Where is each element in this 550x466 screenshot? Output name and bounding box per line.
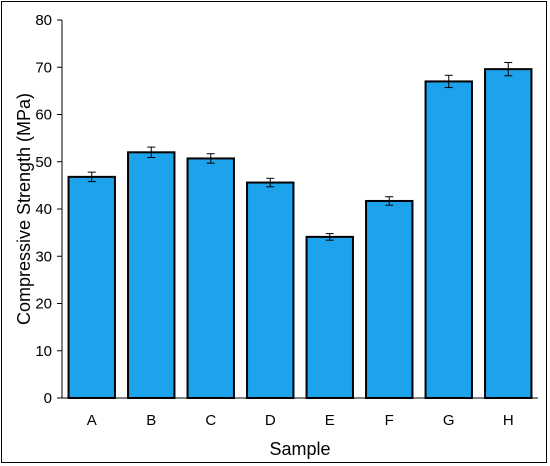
bars-group [67, 68, 533, 400]
error-bars-group [87, 62, 513, 241]
x-tick-label-h: H [503, 412, 514, 429]
x-tick-label-g: G [443, 412, 455, 429]
x-tick-label-a: A [87, 412, 97, 429]
y-axis-title: Compressive Strength (MPa) [14, 93, 34, 325]
error-bar-f [385, 196, 394, 206]
x-tick-label-e: E [325, 412, 335, 429]
error-bar-g [444, 74, 453, 89]
bar-h [484, 68, 533, 399]
y-tick-label: 70 [35, 59, 52, 76]
y-tick-labels: 0 10 20 30 40 50 60 70 80 [35, 12, 62, 407]
error-bar-h [504, 62, 513, 77]
y-tick-label: 30 [35, 248, 52, 265]
x-tick-label-c: C [205, 412, 216, 429]
error-bar-b [147, 146, 156, 158]
bar-g [424, 80, 473, 400]
error-bar-c [206, 153, 215, 164]
y-tick-label: 60 [35, 107, 52, 124]
bar-b [127, 151, 176, 399]
x-tick-labels: A B C D E F G H [87, 412, 514, 429]
y-tick-label: 40 [35, 201, 52, 218]
y-tick-label: 80 [35, 12, 52, 29]
error-bar-a [87, 171, 96, 183]
error-bar-e [325, 233, 334, 241]
x-tick-label-d: D [265, 412, 276, 429]
y-tick-label: 10 [35, 343, 52, 360]
bar-d [246, 181, 295, 399]
y-tick-label: 20 [35, 296, 52, 313]
bar-e [305, 235, 354, 399]
bar-a [67, 175, 116, 399]
x-axis-title: Sample [269, 439, 330, 459]
bar-f [365, 199, 414, 399]
y-tick-label: 0 [44, 390, 52, 407]
error-bar-d [266, 177, 275, 188]
y-tick-label: 50 [35, 154, 52, 171]
x-tick-label-f: F [385, 412, 394, 429]
x-tick-label-b: B [146, 412, 156, 429]
bar-c [186, 157, 235, 399]
